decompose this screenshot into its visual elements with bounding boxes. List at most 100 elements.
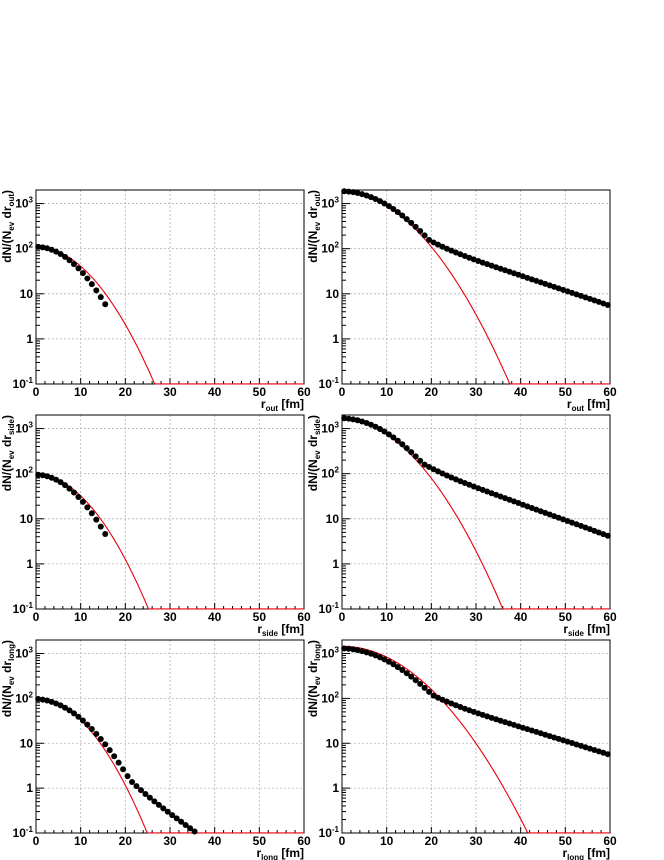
x-tick-label: 40 xyxy=(208,610,222,624)
data-point xyxy=(426,463,433,470)
data-point xyxy=(399,441,406,448)
data-point xyxy=(430,466,437,473)
y-tick-label: 102 xyxy=(15,690,33,705)
grid xyxy=(36,415,304,609)
y-tick-label: 10 xyxy=(20,287,34,301)
x-tick-label: 10 xyxy=(380,385,394,399)
data-point xyxy=(426,236,433,243)
x-tick-label: 10 xyxy=(74,610,88,624)
y-tick-label: 1 xyxy=(332,781,339,795)
data-point xyxy=(106,747,113,754)
y-tick-label: 103 xyxy=(15,646,33,661)
data-point xyxy=(187,825,194,832)
x-tick-label: 0 xyxy=(33,610,40,624)
data-point xyxy=(62,482,69,489)
data-point xyxy=(102,741,109,748)
data-point xyxy=(399,667,406,674)
data-point xyxy=(435,468,442,475)
x-tick-label: 20 xyxy=(425,834,439,848)
panel-long-high: 0 10 20 30 40 50 60 10-1 1 10 102 103 rlong [fm] dN/(… xyxy=(306,639,617,860)
data-point xyxy=(75,493,82,500)
x-tick-label: 20 xyxy=(119,610,133,624)
data-point xyxy=(70,489,77,496)
x-tick-label: 60 xyxy=(297,385,311,399)
data-point xyxy=(345,415,352,422)
x-tick-label: 0 xyxy=(339,834,346,848)
data-point xyxy=(115,759,122,766)
data-point xyxy=(53,700,60,707)
data-point xyxy=(48,474,55,481)
x-tick-label: 50 xyxy=(253,834,267,848)
data-point xyxy=(178,818,185,825)
y-tick-label: 103 xyxy=(321,196,339,211)
y-tick-label: 10-1 xyxy=(13,376,34,391)
data-point xyxy=(164,808,171,815)
data-point xyxy=(376,198,383,205)
data-point xyxy=(169,812,176,819)
data-point xyxy=(403,445,410,452)
y-tick-label: 10 xyxy=(326,736,340,750)
data-point xyxy=(430,239,437,246)
data-point xyxy=(79,498,86,505)
data-point xyxy=(137,787,144,794)
y-tick-label: 10 xyxy=(326,287,340,301)
panel-side-low: 0 10 20 30 40 50 60 10-1 1 10 102 103 rside [fm] dN/(… xyxy=(0,414,311,638)
x-tick-label: 0 xyxy=(339,385,346,399)
data-point xyxy=(417,457,424,464)
x-tick-label: 40 xyxy=(208,834,222,848)
x-tick-label: 30 xyxy=(163,610,177,624)
data-point xyxy=(345,188,352,195)
data-point xyxy=(75,265,82,272)
data-point xyxy=(421,461,428,468)
x-tick-label: 40 xyxy=(514,834,528,848)
panel-long-low: 0 10 20 30 40 50 60 10-1 1 10 102 103 rlong [fm] dN/(… xyxy=(0,639,311,860)
y-tick-label: 103 xyxy=(321,421,339,436)
data-points xyxy=(341,645,611,758)
data-point xyxy=(439,696,446,703)
fit-curve xyxy=(35,246,304,385)
data-point xyxy=(88,281,95,288)
data-points xyxy=(341,188,611,308)
data-point xyxy=(35,695,42,702)
x-tick-label: 0 xyxy=(33,834,40,848)
data-points xyxy=(35,695,198,835)
data-point xyxy=(417,680,424,687)
x-tick-label: 10 xyxy=(380,834,394,848)
data-point xyxy=(390,434,397,441)
panel-side-high: 0 10 20 30 40 50 60 10-1 1 10 102 103 rside [fm] dN/(… xyxy=(306,414,617,638)
data-point xyxy=(345,645,352,652)
data-point xyxy=(341,645,348,652)
data-point xyxy=(66,485,73,492)
x-tick-label: 0 xyxy=(33,385,40,399)
data-point xyxy=(350,189,357,196)
data-point xyxy=(182,821,189,828)
data-point xyxy=(426,688,433,695)
y-tick-label: 10-1 xyxy=(319,601,340,616)
y-axis-title: dN/(Nev drside) xyxy=(306,415,322,491)
x-tick-label: 20 xyxy=(425,385,439,399)
y-axis-title: dN/(Nev drout) xyxy=(306,190,322,263)
x-tick-label: 30 xyxy=(469,385,483,399)
data-point xyxy=(102,530,109,537)
x-axis-title: rside [fm] xyxy=(257,622,304,638)
y-tick-label: 1 xyxy=(332,332,339,346)
y-tick-label: 10 xyxy=(326,512,340,526)
x-axis-title: rlong [fm] xyxy=(256,846,304,860)
y-tick-label: 103 xyxy=(15,421,33,436)
data-point xyxy=(57,251,64,258)
data-point xyxy=(39,472,46,479)
data-point xyxy=(412,677,419,684)
x-axis-title: rout [fm] xyxy=(567,397,610,413)
data-point xyxy=(88,726,95,733)
data-point xyxy=(604,301,611,308)
x-axis: 0 10 20 30 40 50 60 xyxy=(33,827,311,848)
data-point xyxy=(160,805,167,812)
data-point xyxy=(403,216,410,223)
panel-out-high: 0 10 20 30 40 50 60 10-1 1 10 102 103 rout [fm] dN/(N… xyxy=(306,188,617,413)
data-point xyxy=(435,694,442,701)
x-axis: 0 10 20 30 40 50 60 xyxy=(33,603,311,624)
x-tick-label: 60 xyxy=(603,385,617,399)
x-tick-label: 10 xyxy=(380,610,394,624)
data-point xyxy=(84,275,91,282)
x-tick-label: 50 xyxy=(253,610,267,624)
